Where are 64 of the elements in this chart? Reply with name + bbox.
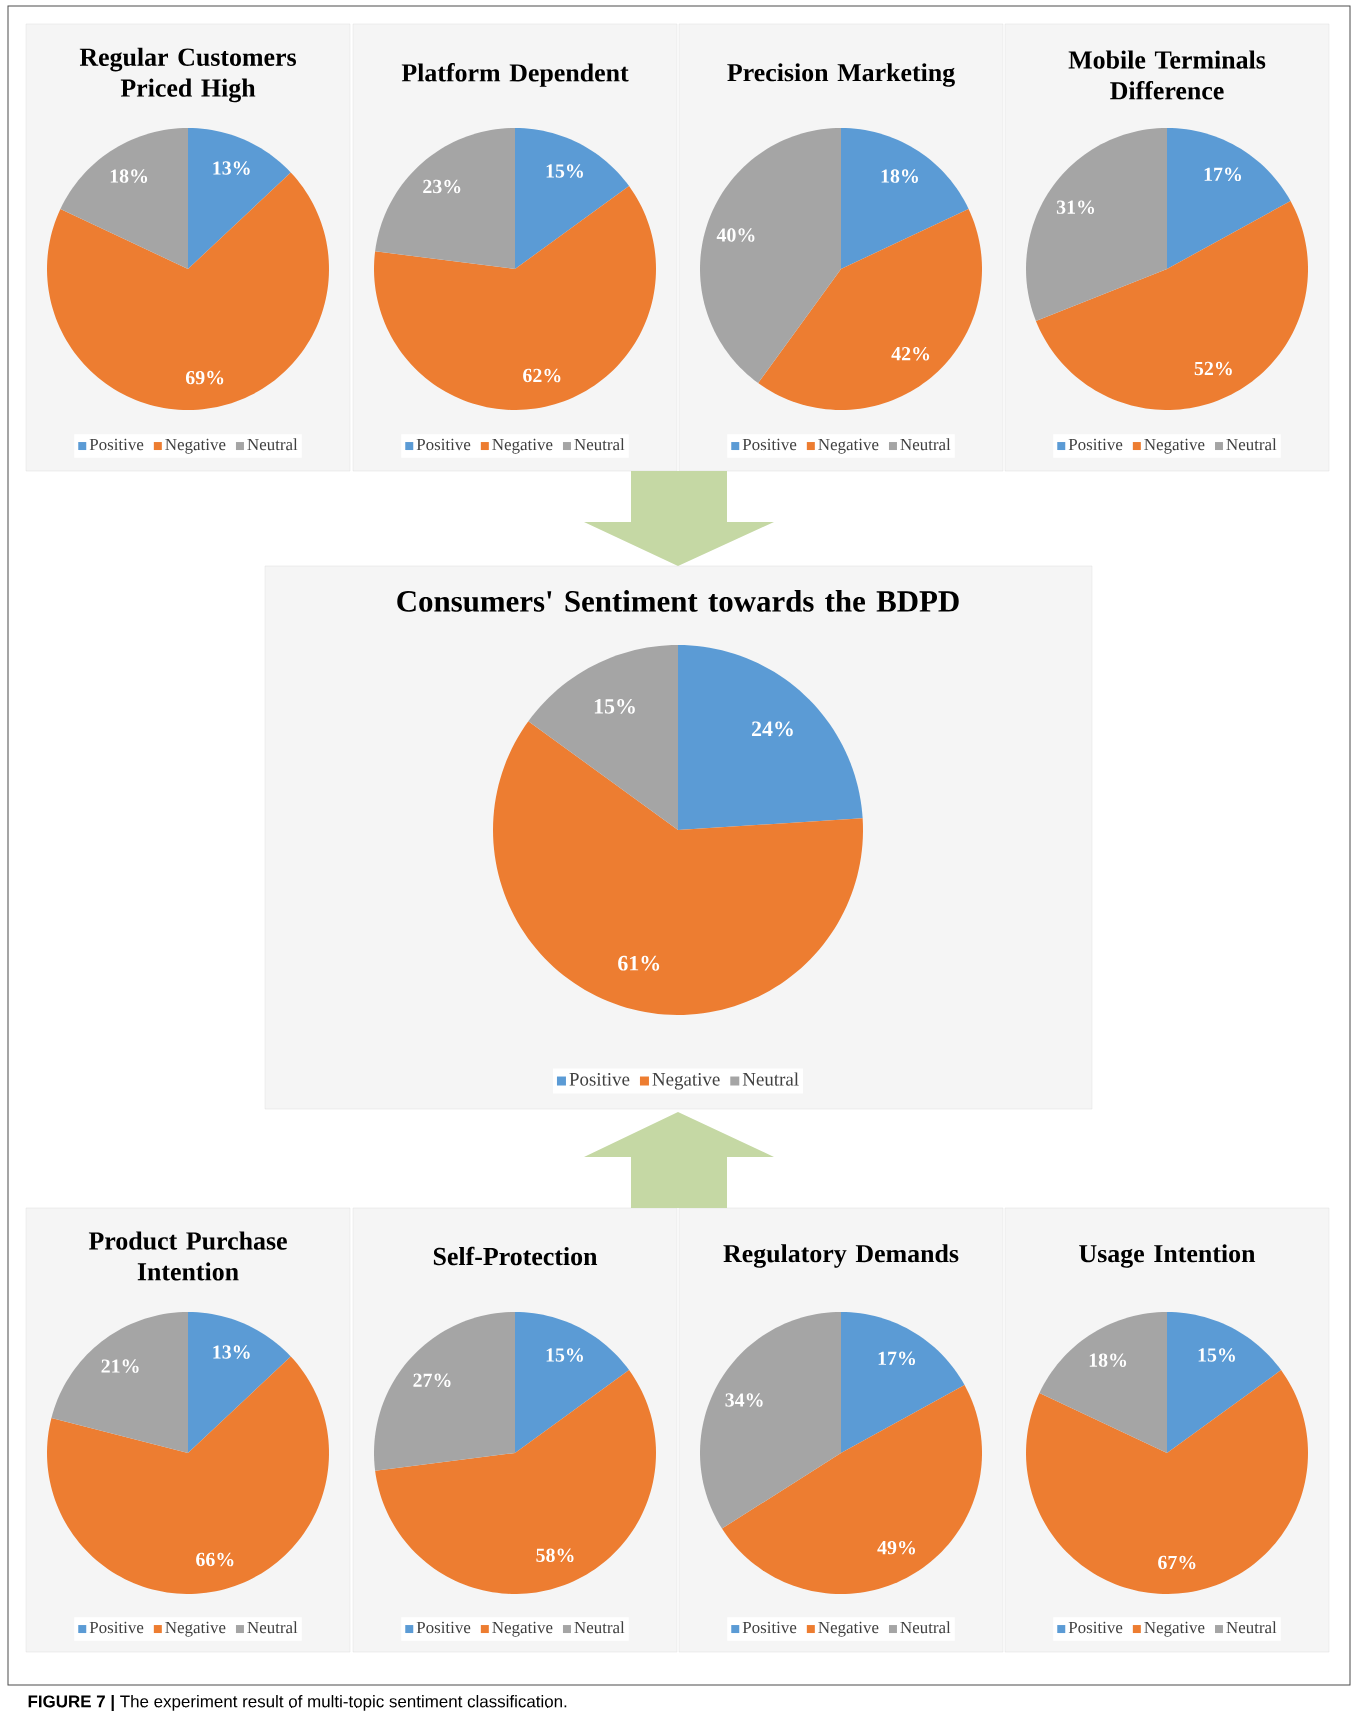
chart-title: Usage Intention	[1079, 1244, 1256, 1268]
data-label: 49%	[877, 1540, 916, 1555]
data-label: 62%	[523, 368, 561, 383]
chart-title: Self-Protection	[433, 1246, 598, 1266]
data-label: 18%	[881, 169, 918, 183]
legend-label: Positive	[89, 438, 144, 451]
legend-label: Negative	[1144, 1621, 1205, 1637]
data-label: 15%	[594, 698, 635, 714]
chart-title: Regular Customers Priced High	[79, 47, 296, 103]
legend-label: Neutral	[247, 438, 298, 451]
data-label: 27%	[413, 1373, 451, 1388]
data-label: 15%	[546, 1348, 583, 1362]
legend-label: Positive	[742, 1621, 797, 1634]
chart-title: Regulatory Demands	[723, 1244, 959, 1268]
data-label: 69%	[185, 370, 224, 385]
legend-label: Positive	[569, 1072, 630, 1086]
data-label: 42%	[891, 346, 930, 361]
data-label: 24%	[751, 721, 793, 737]
chart-title: Product Purchase Intention	[88, 1231, 287, 1281]
data-label: 34%	[725, 1393, 763, 1407]
legend-label: Positive	[416, 438, 471, 451]
legend-label: Negative	[1144, 438, 1205, 454]
data-label: 66%	[196, 1552, 234, 1567]
data-label: 18%	[1089, 1353, 1127, 1367]
data-label: 23%	[423, 179, 461, 194]
legend-label: Positive	[1068, 438, 1123, 451]
legend-label: Neutral	[247, 1621, 298, 1634]
data-label: 67%	[1158, 1555, 1196, 1570]
data-label: 61%	[618, 955, 660, 971]
data-label: 21%	[101, 1359, 139, 1373]
legend-label: Neutral	[900, 1621, 951, 1634]
data-label: 52%	[1194, 361, 1232, 376]
legend-label: Positive	[742, 438, 797, 451]
data-label: 31%	[1056, 200, 1095, 214]
data-label: 58%	[536, 1548, 574, 1563]
legend-label: Neutral	[1226, 1621, 1277, 1634]
text: FIGURE 7 | The experiment result of multi-topic sentiment classification.	[28, 1694, 567, 1712]
legend-label: Negative	[818, 438, 879, 454]
legend-label: Negative	[652, 1072, 720, 1090]
chart-title: Platform Dependent	[401, 63, 629, 87]
data-label: 15%	[1198, 1348, 1235, 1362]
data-label: 13%	[213, 161, 250, 175]
legend-label: Negative	[165, 1621, 226, 1637]
data-label: 15%	[546, 164, 583, 178]
legend-label: Neutral	[900, 438, 951, 451]
legend-label: Neutral	[574, 1621, 625, 1634]
data-label: 18%	[110, 169, 148, 183]
legend-label: Positive	[416, 1621, 471, 1634]
legend-label: Neutral	[574, 438, 625, 451]
legend-label: Neutral	[742, 1072, 799, 1086]
legend-label: Positive	[89, 1621, 144, 1634]
legend-label: Neutral	[1226, 438, 1277, 451]
chart-title: Mobile Terminals Difference	[1068, 50, 1266, 100]
chart-title: Consumers' Sentiment towards the BDPD	[397, 590, 959, 612]
legend-label: Positive	[1068, 1621, 1123, 1634]
data-label: 17%	[1204, 167, 1242, 182]
legend-label: Negative	[492, 1621, 553, 1637]
legend-label: Negative	[818, 1621, 879, 1637]
data-label: 17%	[878, 1351, 916, 1366]
data-label: 40%	[716, 228, 755, 242]
legend-label: Negative	[165, 438, 226, 454]
chart-title: Precision Marketing	[727, 63, 955, 87]
legend-label: Negative	[492, 438, 553, 454]
data-label: 13%	[213, 1345, 250, 1359]
